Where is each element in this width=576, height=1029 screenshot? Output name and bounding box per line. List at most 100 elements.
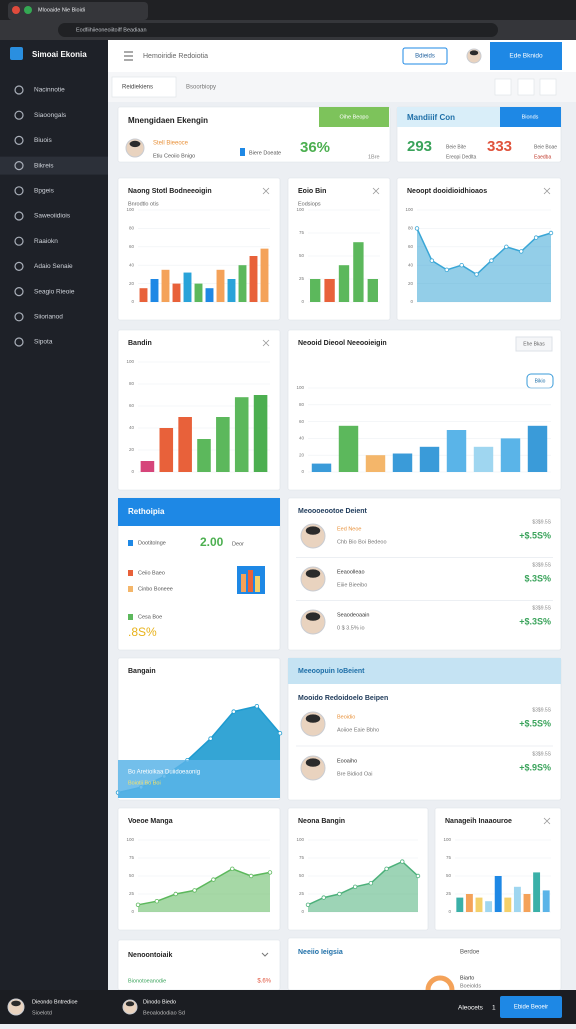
close-icon[interactable] xyxy=(262,339,270,347)
person-tag: $3$9.5S xyxy=(532,707,551,713)
card-sub: Boeiolds xyxy=(460,983,481,989)
point xyxy=(368,881,374,886)
button-label[interactable]: Bionds xyxy=(522,114,539,120)
status-label: Aleocets xyxy=(458,1005,484,1012)
user-name: Dieondo Bntredioe xyxy=(32,999,78,1005)
button-label[interactable]: Ede Bknido xyxy=(509,53,543,60)
chart-subtitle: Eodsiops xyxy=(298,201,321,207)
bar xyxy=(139,288,148,302)
url[interactable]: Eodfiihiieoneoiitoiff Beadiaan xyxy=(76,27,147,33)
point xyxy=(277,731,283,736)
nav-icon xyxy=(14,161,24,171)
y-tick-label: 60 xyxy=(129,403,135,408)
close-icon[interactable] xyxy=(262,187,270,195)
point xyxy=(384,866,389,871)
point xyxy=(192,888,197,893)
status-count: 1 xyxy=(492,1005,496,1012)
y-tick-label: 50 xyxy=(299,873,305,878)
nav-item[interactable]: Sipota xyxy=(34,339,53,346)
person-name: Eed Neoe xyxy=(337,526,361,532)
y-tick-label: 20 xyxy=(129,447,135,452)
area-fill xyxy=(417,228,551,302)
chevron[interactable] xyxy=(261,952,269,957)
card-title: Neeiio Ieigsia xyxy=(298,949,343,956)
tab-active xyxy=(111,76,177,98)
chart-footer-sub: Boiotii Bo Boi xyxy=(128,780,161,786)
y-tick-label: 0 xyxy=(131,469,134,474)
close-icon[interactable] xyxy=(543,817,551,825)
bar xyxy=(194,283,203,302)
nav-item[interactable]: Siiorianod xyxy=(34,314,63,321)
tab-icon xyxy=(12,6,20,14)
nav-item[interactable]: Biuois xyxy=(34,137,52,144)
point xyxy=(400,859,405,864)
y-tick-label: 0 xyxy=(410,299,413,304)
nav-item[interactable]: Siaoongals xyxy=(34,112,67,119)
point xyxy=(154,899,160,904)
nav-item[interactable]: Saweoiidiois xyxy=(34,213,71,220)
bar xyxy=(205,288,214,302)
button xyxy=(500,107,561,127)
tab xyxy=(8,2,148,20)
button-label[interactable]: Bdieids xyxy=(415,54,435,60)
card-title: Meeoopuin IoBeient xyxy=(298,668,365,675)
person-change: +$.5S% xyxy=(519,530,551,540)
chart-footer xyxy=(118,760,280,798)
bar xyxy=(260,248,269,302)
mini-bar xyxy=(241,574,246,592)
avatar-hair xyxy=(305,612,321,621)
card-sub: Bionotoeanodie xyxy=(128,978,166,984)
note: 1Bre xyxy=(368,154,380,160)
y-tick-label: 100 xyxy=(296,837,304,842)
nav-item[interactable]: Adaio Senaie xyxy=(34,263,73,270)
line xyxy=(137,867,271,906)
brand-logo xyxy=(10,47,23,60)
point xyxy=(489,258,494,263)
card-title: Nenoontoiaik xyxy=(128,952,172,959)
person-sub: Bre Bidiod Oai xyxy=(337,771,372,777)
metric-unit: Deor xyxy=(232,541,244,547)
metric-label: Cinbo Boneee xyxy=(138,586,173,592)
nav-item[interactable]: Bikreis xyxy=(34,162,54,169)
y-tick-label: 0 xyxy=(301,909,304,914)
close-icon[interactable] xyxy=(372,187,380,195)
bar xyxy=(527,425,548,472)
bar xyxy=(216,417,230,472)
close-icon[interactable] xyxy=(543,187,551,195)
person-tag: $3$9.5S xyxy=(532,751,551,757)
tab-label[interactable]: Reidiekiens xyxy=(122,85,153,91)
bar xyxy=(310,279,321,302)
card-header xyxy=(118,498,280,526)
y-tick-label: 60 xyxy=(408,244,414,249)
tab-label[interactable]: Bsoorbiopy xyxy=(186,85,216,91)
nav-item[interactable]: Nacinnotie xyxy=(34,87,65,94)
point xyxy=(173,891,178,897)
y-tick-label: 75 xyxy=(446,855,452,860)
nav-item[interactable]: Raaiokn xyxy=(34,238,58,245)
user-sub: Beoalododiao Sd xyxy=(143,1010,185,1016)
bar xyxy=(311,463,332,472)
button-label[interactable]: Oihe Beopo xyxy=(339,114,368,120)
bar xyxy=(473,446,494,472)
bar xyxy=(365,455,386,472)
point xyxy=(211,877,216,882)
bar xyxy=(197,439,211,472)
point xyxy=(305,902,311,907)
tab-title: Mlooaide Nie Bioidi xyxy=(38,7,85,13)
tag: Bikio xyxy=(535,378,546,384)
y-tick-label: 80 xyxy=(129,381,135,386)
y-tick-label: 25 xyxy=(129,891,135,896)
card-value: $.6% xyxy=(257,979,271,985)
y-tick-label: 75 xyxy=(299,855,305,860)
button-label[interactable]: Ebide Beoeir xyxy=(514,1005,548,1011)
y-tick-label: 100 xyxy=(126,207,134,212)
person-tag: $3$9.5S xyxy=(532,519,551,525)
avatar-hair xyxy=(305,714,321,723)
bar xyxy=(533,872,541,912)
nav-item[interactable]: Bpgeis xyxy=(34,188,55,195)
y-tick-label: 80 xyxy=(408,226,414,231)
point xyxy=(504,244,509,249)
nav-item[interactable]: Seagio Rieoie xyxy=(34,288,75,295)
button-label[interactable]: Ehe Bkas xyxy=(523,341,545,347)
bar xyxy=(542,890,550,912)
